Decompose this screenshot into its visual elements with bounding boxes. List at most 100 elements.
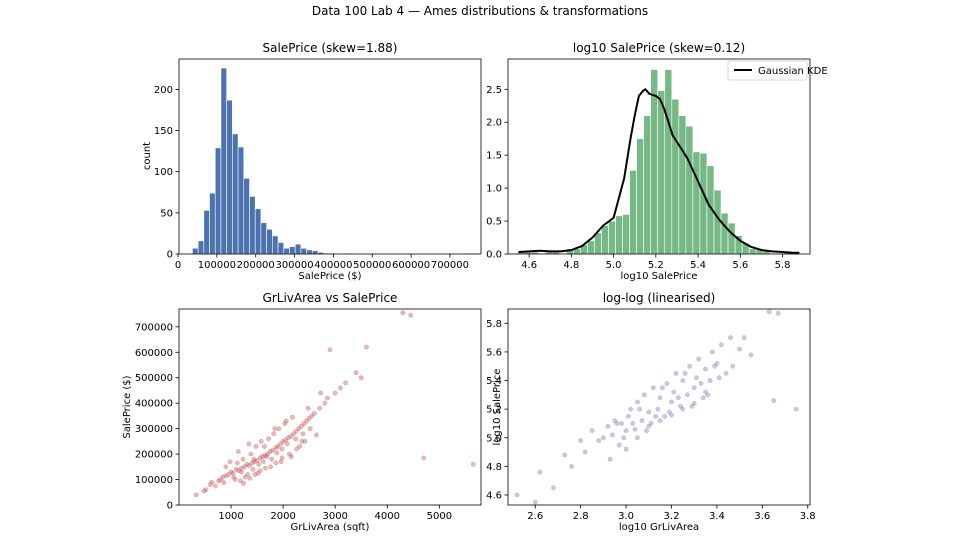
y-tick-label: 200 xyxy=(154,85,173,96)
x-tick-label: 3000 xyxy=(322,511,347,522)
y-axis-label: log10 SalePrice xyxy=(492,369,503,446)
histogram-bar xyxy=(283,247,290,255)
histogram-bar xyxy=(266,229,273,255)
scatter-point xyxy=(680,406,686,412)
scatter-point xyxy=(322,400,328,406)
y-tick-label: 600000 xyxy=(135,348,173,359)
scatter-point xyxy=(257,468,263,474)
axes-frame xyxy=(507,308,811,506)
x-tick-label: 5.2 xyxy=(648,260,664,271)
histogram-bars xyxy=(516,69,799,255)
scatter-point xyxy=(723,370,729,376)
histogram-bar xyxy=(692,151,701,255)
histogram-bar xyxy=(272,235,279,255)
scatter-point xyxy=(251,456,257,462)
scatter-point xyxy=(766,309,772,315)
x-tick-label: 3.2 xyxy=(664,511,680,522)
scatter-point xyxy=(332,390,338,396)
y-tick-label: 5.0 xyxy=(486,433,502,444)
scatter-point xyxy=(709,349,715,355)
scatter-point xyxy=(279,446,285,452)
scatter-point xyxy=(246,441,252,447)
scatter-point xyxy=(272,426,278,432)
scatter-point xyxy=(245,472,251,477)
histogram-bar xyxy=(748,248,757,255)
scatter-points xyxy=(193,310,476,498)
y-tick-label: 2.0 xyxy=(486,118,502,129)
scatter-point xyxy=(562,452,568,458)
histogram-bar xyxy=(615,215,623,255)
scatter-point xyxy=(232,477,238,482)
scatter-point xyxy=(305,405,311,411)
scatter-point xyxy=(737,346,743,352)
scatter-point xyxy=(771,398,777,403)
y-tick-label: 50 xyxy=(160,208,173,219)
y-tick-label: 5.6 xyxy=(486,347,502,358)
scatter-point xyxy=(273,460,279,466)
y-tick-label: 1.5 xyxy=(486,151,502,162)
scatter-point xyxy=(691,401,697,406)
y-axis: 0 100000 200000 300000 400000 500000 600000 700… xyxy=(135,322,179,512)
scatter-point xyxy=(669,412,674,418)
panel-saleprice-histogram: SalePrice (skew=1.88) 0 100000 200000 30000… xyxy=(142,41,482,282)
y-axis-label: SalePrice ($) xyxy=(122,375,133,438)
scatter-point xyxy=(291,431,296,437)
x-tick-label: 0 xyxy=(175,260,181,271)
legend-label-kde: Gaussian KDE xyxy=(758,66,828,77)
x-tick-label: 700000 xyxy=(431,260,469,271)
scatter-point xyxy=(680,378,686,383)
scatter-point xyxy=(644,428,649,434)
kde-line xyxy=(518,88,800,254)
x-tick-label: 3.4 xyxy=(709,511,725,522)
scatter-point xyxy=(623,446,629,452)
x-tick-label: 4000 xyxy=(375,511,400,522)
scatter-point xyxy=(628,406,634,412)
histogram-bar xyxy=(622,214,630,255)
scatter-point xyxy=(600,435,606,441)
scatter-point xyxy=(290,414,295,420)
x-tick-label: 300000 xyxy=(275,260,313,271)
figure-suptitle: Data 100 Lab 4 — Ames distributions & tr… xyxy=(312,4,648,18)
scatter-point xyxy=(278,441,283,447)
scatter-point xyxy=(258,438,264,444)
scatter-point xyxy=(696,356,702,362)
scatter-point xyxy=(246,463,252,468)
histogram-bar xyxy=(277,242,285,255)
x-tick-label: 3.0 xyxy=(618,511,634,522)
scatter-point xyxy=(230,470,236,476)
scatter-point xyxy=(621,435,627,441)
histogram-bar xyxy=(699,152,708,255)
scatter-point xyxy=(284,441,290,447)
scatter-point xyxy=(317,405,322,411)
scatter-point xyxy=(514,492,520,498)
scatter-point xyxy=(662,413,668,419)
scatter-point xyxy=(252,472,258,477)
scatter-point xyxy=(741,335,747,341)
scatter-point xyxy=(470,461,476,467)
scatter-point xyxy=(610,432,615,438)
scatter-point xyxy=(301,421,307,426)
scatter-point xyxy=(646,409,652,415)
scatter-point xyxy=(280,438,286,444)
scatter-point xyxy=(569,463,574,469)
scatter-point xyxy=(306,416,312,421)
x-tick-label: 4.6 xyxy=(521,260,537,271)
scatter-point xyxy=(231,474,237,480)
x-tick-label: 3.6 xyxy=(754,511,770,522)
x-tick-label: 2000 xyxy=(270,511,295,522)
histogram-bar xyxy=(289,246,296,255)
y-tick-label: 500000 xyxy=(135,373,173,384)
y-tick-label: 150 xyxy=(154,126,173,137)
x-tick-label: 5.8 xyxy=(775,260,791,271)
panel-title: log-log (linearised) xyxy=(603,291,716,305)
histogram-bar xyxy=(220,67,227,255)
panel-grlivarea-scatter: GrLivArea vs SalePrice 1000 2000 3000 4000 5… xyxy=(122,291,482,533)
x-axis-label: GrLivArea (sqft) xyxy=(291,522,370,533)
x-axis: 0 100000 200000 300000 400000 500000 600000 700… xyxy=(175,254,469,271)
scatter-point xyxy=(537,469,543,475)
scatter-point xyxy=(242,474,248,480)
y-tick-label: 0 xyxy=(167,501,173,512)
scatter-point xyxy=(309,413,315,419)
scatter-point xyxy=(637,406,643,412)
x-tick-label: 5.4 xyxy=(690,260,706,271)
